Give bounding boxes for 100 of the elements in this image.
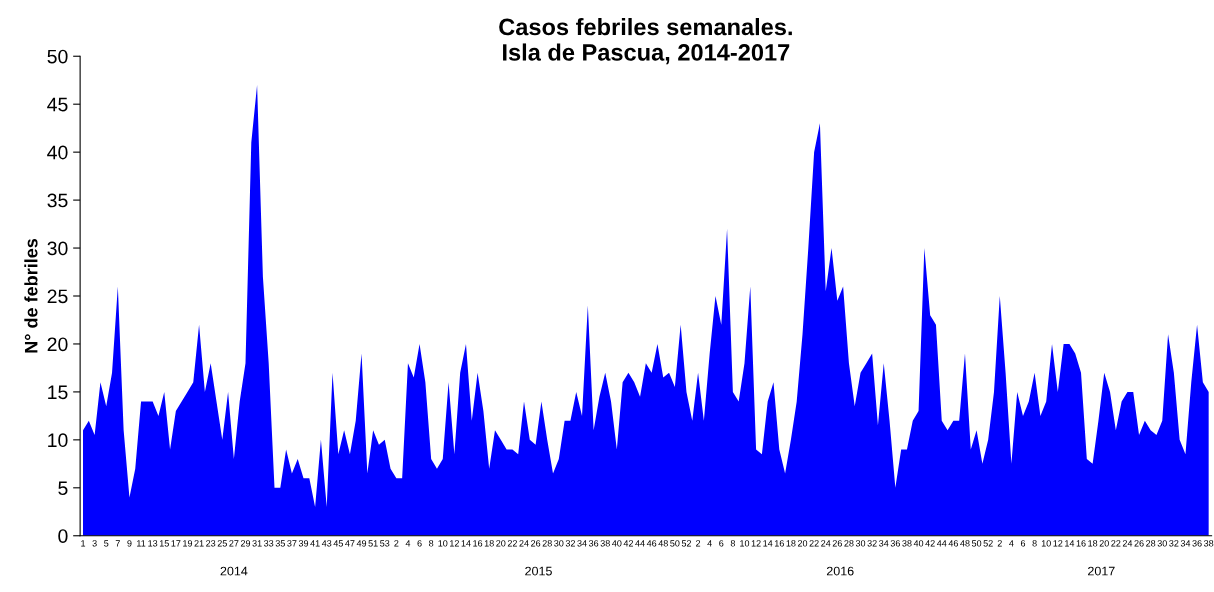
x-tick-label: 16: [473, 540, 483, 547]
x-tick-label: 22: [809, 540, 819, 547]
x-tick-label: 48: [658, 540, 668, 547]
x-tick-label: 30: [855, 540, 866, 547]
x-tick-label: 36: [588, 540, 599, 547]
chart-title: Casos febriles semanales. Isla de Pascua, 2014-2017: [499, 18, 792, 65]
x-tick-label: 5: [104, 540, 109, 547]
x-tick-label: 34: [879, 540, 889, 547]
x-tick-label: 44: [635, 540, 645, 547]
x-tick-label: 46: [646, 540, 657, 547]
text: 2016: [826, 566, 854, 576]
x-tick-label: 12: [751, 540, 761, 547]
x-tick-label: 47: [345, 540, 355, 547]
x-tick-label: 43: [321, 540, 332, 547]
x-tick-label: 20: [1099, 540, 1109, 547]
x-tick-label: 33: [264, 540, 274, 547]
x-tick-label: 50: [971, 540, 982, 547]
x-tick-label: 32: [867, 540, 877, 547]
x-tick-label: 18: [484, 540, 494, 547]
x-tick-label: 26: [531, 540, 541, 547]
x-tick-label: 42: [925, 540, 935, 547]
x-tick-label: 8: [429, 540, 434, 547]
x-tick-label: 40: [612, 540, 622, 547]
x-tick-label: 40: [913, 540, 924, 547]
x-tick-label: 10: [438, 540, 448, 547]
x-tick-label: 27: [229, 540, 239, 547]
x-tick-label: 9: [127, 540, 132, 547]
x-tick-label: 50: [670, 540, 680, 547]
x-tick-label: 4: [405, 540, 411, 547]
x-tick-label: 7: [115, 540, 120, 547]
x-tick-label: 32: [1169, 540, 1179, 547]
x-tick-label: 36: [1192, 540, 1202, 547]
x-tick-label: 39: [298, 540, 309, 547]
x-tick-label: 22: [507, 540, 517, 547]
x-tick-label: 2: [997, 540, 1002, 547]
x-tick-label: 11: [137, 540, 146, 547]
x-tick-label: 32: [565, 540, 575, 547]
y-tick-label: 10: [48, 433, 68, 448]
x-tick-label: 18: [786, 540, 796, 547]
x-tick-label: 48: [960, 540, 970, 547]
x-tick-label: 2: [696, 540, 701, 547]
x-tick-label: 34: [577, 540, 587, 547]
x-tick-label: 41: [310, 540, 320, 547]
x-tick-label: 38: [902, 540, 912, 547]
x-tick-label: 45: [333, 540, 343, 547]
y-tick-label: 0: [58, 529, 68, 543]
x-tick-label: 29: [240, 540, 251, 547]
x-tick-label: 28: [542, 540, 552, 547]
x-tick-label: 38: [1203, 540, 1214, 547]
x-tick-label: 24: [821, 540, 831, 547]
x-tick-label: 1: [81, 540, 86, 547]
y-tick-label: 25: [47, 289, 68, 304]
x-tick-label: 14: [1065, 540, 1075, 547]
x-tick-label: 3: [92, 540, 97, 547]
x-tick-label: 36: [890, 540, 900, 547]
y-tick-label: 5: [58, 481, 68, 496]
x-tick-label: 20: [797, 540, 808, 547]
x-tick-label: 51: [368, 540, 378, 547]
x-tick-label: 14: [763, 540, 773, 547]
x-tick-label: 20: [496, 540, 506, 547]
x-tick-label: 52: [983, 540, 993, 547]
x-tick-label: 15: [159, 540, 169, 547]
x-tick-label: 38: [600, 540, 610, 547]
x-tick-label: 21: [194, 540, 204, 547]
x-tick-label: 18: [1088, 540, 1098, 547]
y-tick-label: 35: [47, 193, 68, 208]
x-tick-label: 26: [1134, 540, 1144, 547]
x-tick-label: 22: [1111, 540, 1121, 547]
x-tick-label: 44: [936, 540, 947, 547]
y-tick-label: 15: [48, 385, 68, 400]
x-tick-label: 6: [719, 540, 724, 547]
x-tick-label: 24: [1122, 540, 1133, 547]
x-tick-label: 2: [394, 540, 399, 547]
x-tick-label: 17: [171, 540, 181, 547]
x-tick-label: 28: [844, 540, 854, 547]
x-tick-label: 14: [461, 540, 471, 547]
x-tick-label: 10: [740, 540, 750, 547]
x-tick-label: 26: [832, 540, 842, 547]
text: 2014: [220, 566, 248, 576]
x-tick-label: 6: [1020, 540, 1026, 547]
y-tick-label: 50: [47, 49, 68, 64]
y-tick-label: 20: [47, 337, 68, 352]
text: 2015: [525, 566, 552, 576]
y-tick-label: 30: [47, 241, 68, 256]
text: 2017: [1088, 566, 1115, 576]
x-tick-label: 53: [380, 540, 390, 547]
y-axis-title: N° de febriles: [24, 238, 38, 353]
x-tick-label: 12: [450, 540, 459, 547]
y-tick-label: 45: [47, 97, 68, 112]
x-tick-label: 34: [1180, 540, 1191, 547]
x-tick-label: 35: [275, 540, 285, 547]
x-tick-label: 8: [1032, 540, 1037, 547]
x-tick-label: 6: [417, 540, 422, 547]
x-tick-label: 23: [206, 540, 216, 547]
x-tick-label: 49: [356, 540, 367, 547]
x-tick-label: 13: [148, 540, 158, 547]
x-tick-label: 37: [287, 540, 297, 547]
x-tick-label: 25: [217, 540, 227, 547]
x-tick-label: 12: [1053, 540, 1063, 547]
x-tick-label: 42: [623, 540, 634, 547]
